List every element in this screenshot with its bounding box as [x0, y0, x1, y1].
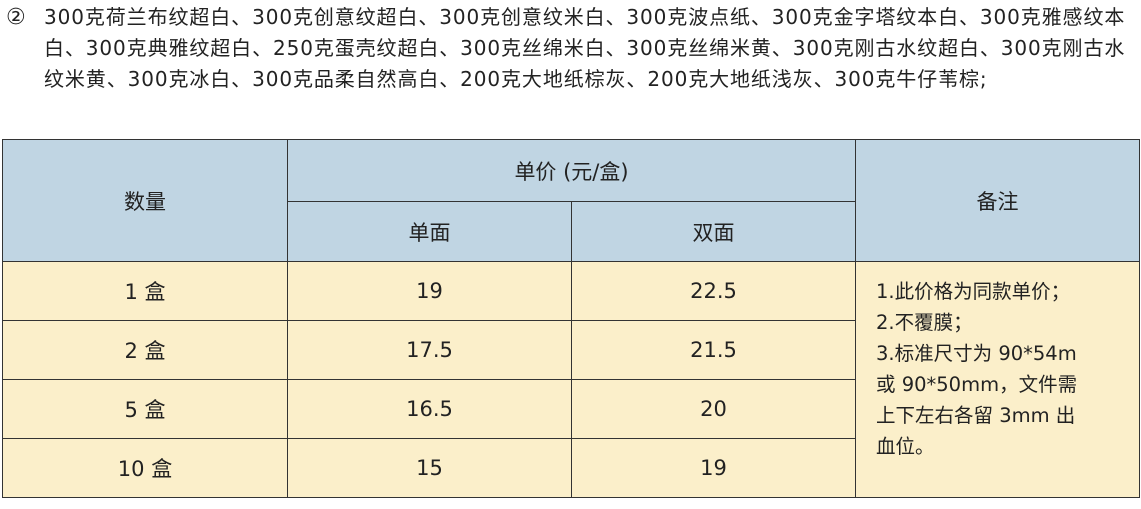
note-line: 2.不覆膜； — [876, 311, 973, 334]
cell-single: 16.5 — [287, 379, 572, 439]
cell-double: 20 — [570, 379, 857, 439]
circled-number-marker: ② — [6, 5, 27, 30]
note-line: 或 90*50mm，文件需 — [876, 373, 1078, 396]
note-line: 3.标准尺寸为 90*54m — [876, 342, 1077, 365]
header-unit-price: 单价 (元/盒) — [286, 139, 857, 202]
table-row: 10 盒 15 19 — [2, 438, 1140, 498]
cell-single: 15 — [287, 438, 572, 498]
note-line: 血位。 — [876, 435, 935, 458]
cell-quantity: 5 盒 — [2, 379, 288, 439]
cell-single: 17.5 — [287, 320, 572, 380]
header-double-sided: 双面 — [570, 201, 857, 262]
table-row: 1 盒 19 22.5 1.此价格为同款单价； 2.不覆膜； 3.标准尺寸为 9… — [2, 261, 1141, 498]
header-quantity: 数量 — [2, 139, 288, 262]
note-line: 1.此价格为同款单价； — [876, 280, 1071, 303]
cell-quantity: 2 盒 — [2, 320, 288, 380]
price-table: 数量 单价 (元/盒) 备注 单面 双面 1 盒 19 22.5 1.此价格为同… — [2, 139, 1141, 498]
table-row: 5 盒 16.5 20 — [2, 379, 1140, 439]
cell-double: 22.5 — [570, 261, 857, 321]
paper-types-paragraph: ② 300克荷兰布纹超白、300克创意纹超白、300克创意纹米白、300克波点纸… — [6, 2, 1141, 95]
cell-double: 19 — [570, 438, 857, 498]
table-row: 2 盒 17.5 21.5 — [2, 320, 1140, 380]
cell-single: 19 — [287, 261, 572, 321]
note-line: 上下左右各留 3mm 出 — [876, 404, 1076, 427]
cell-quantity: 1 盒 — [2, 261, 288, 321]
header-single-sided: 单面 — [287, 201, 572, 262]
cell-double: 21.5 — [570, 320, 857, 380]
header-notes: 备注 — [855, 139, 1141, 262]
cell-quantity: 10 盒 — [2, 438, 288, 498]
notes-cell: 1.此价格为同款单价； 2.不覆膜； 3.标准尺寸为 90*54m 或 90*5… — [855, 261, 1141, 498]
paper-types-text: 300克荷兰布纹超白、300克创意纹超白、300克创意纹米白、300克波点纸、3… — [44, 5, 1126, 91]
